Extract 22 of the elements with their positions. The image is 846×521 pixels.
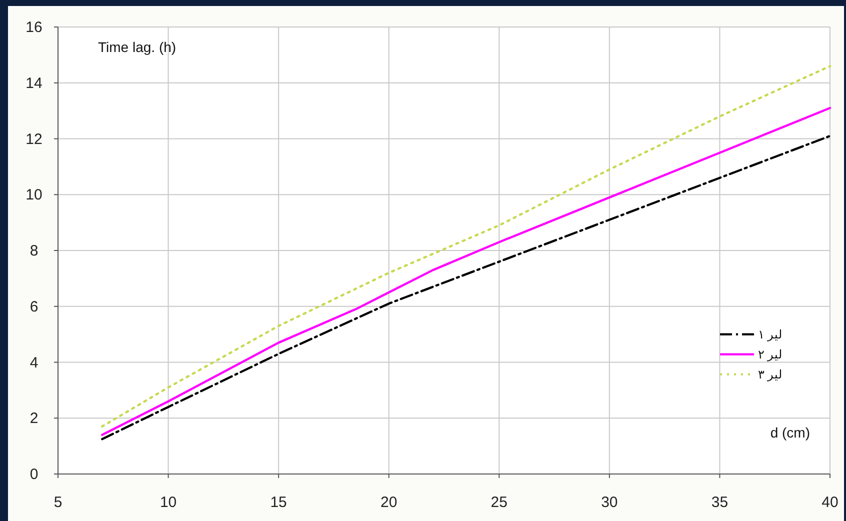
y-tick-label: 0 [30, 466, 38, 483]
y-tick-label: 2 [30, 410, 38, 428]
y-tick-label: 6 [30, 298, 38, 316]
x-tick-label: 20 [380, 494, 398, 511]
x-tick-label: 15 [270, 494, 287, 511]
x-tick-label: 25 [490, 494, 508, 511]
y-tick-label: 12 [26, 130, 42, 148]
y-tick-label: 10 [26, 186, 42, 204]
x-tick-label: 30 [601, 494, 618, 511]
legend-label: لیر ۱ [758, 327, 782, 342]
x-tick-label: 5 [54, 494, 62, 511]
y-tick-label: 16 [26, 19, 42, 36]
x-tick-label: 40 [822, 494, 838, 511]
legend-label: لیر ۲ [758, 347, 782, 362]
legend-label: لیر ۳ [758, 367, 782, 382]
x-tick-label: 35 [711, 494, 728, 511]
y-tick-label: 8 [30, 242, 38, 260]
x-axis-title: d (cm) [770, 424, 810, 441]
y-axis-title: Time lag. (h) [98, 39, 176, 55]
y-tick-label: 4 [30, 354, 38, 372]
x-tick-label: 10 [160, 494, 177, 511]
y-tick-label: 14 [26, 74, 42, 92]
